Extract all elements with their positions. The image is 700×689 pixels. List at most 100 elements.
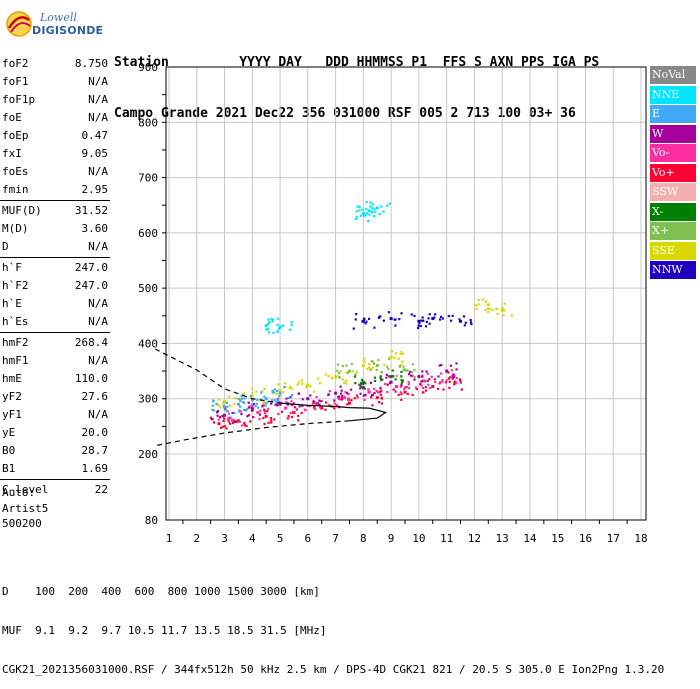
echo-point: [264, 397, 268, 401]
param-label: C-level: [2, 483, 49, 496]
echo-point: [269, 416, 273, 420]
echo-point: [270, 421, 273, 424]
echo-point: [340, 389, 343, 392]
echo-point: [345, 364, 348, 367]
echo-point: [415, 387, 418, 391]
param-label: fmin: [2, 183, 29, 196]
echo-point: [225, 427, 228, 430]
echo-point: [422, 386, 425, 390]
echo-point: [267, 331, 271, 334]
echo-point: [403, 387, 406, 390]
param-label: hmE: [2, 372, 22, 385]
echo-point: [455, 362, 458, 365]
echo-point: [361, 212, 365, 216]
echo-point: [289, 385, 292, 388]
echo-point: [405, 386, 409, 389]
echo-point: [264, 404, 267, 407]
echo-point: [420, 319, 423, 322]
echo-point: [252, 402, 256, 406]
param-label: foF1p: [2, 93, 36, 106]
echo-point: [380, 397, 383, 400]
echo-point: [293, 406, 297, 409]
footer-distance: D 100 200 400 600 800 1000 1500 3000 [km…: [2, 585, 320, 598]
legend-item-sse: SSE: [650, 241, 696, 260]
echo-point: [409, 370, 412, 373]
echo-point: [239, 397, 242, 401]
echo-point: [255, 390, 258, 393]
echo-point: [413, 368, 416, 372]
echo-point: [400, 382, 403, 385]
echo-point: [317, 377, 320, 380]
echo-points: [209, 201, 513, 430]
param-label: h`Es: [2, 315, 29, 328]
echo-point: [222, 404, 225, 407]
echo-point: [267, 407, 270, 410]
echo-point: [474, 304, 478, 307]
echo-point: [455, 368, 458, 371]
echo-point: [400, 384, 403, 387]
echo-point: [360, 382, 363, 385]
echo-point: [418, 321, 421, 324]
echo-point: [297, 419, 300, 422]
echo-point: [361, 386, 365, 390]
echo-point: [263, 412, 267, 415]
echo-point: [380, 205, 383, 208]
auto-artist: Artist5: [2, 501, 49, 515]
echo-point: [261, 404, 265, 407]
echo-point: [324, 408, 327, 411]
echo-point: [212, 421, 216, 424]
echo-point: [223, 413, 227, 417]
auto-version: 500200: [2, 517, 42, 530]
echo-point: [409, 374, 413, 377]
echo-point: [372, 360, 375, 364]
echo-point: [217, 404, 221, 407]
echo-point: [359, 384, 362, 387]
echo-point: [366, 367, 369, 371]
echo-point: [387, 367, 390, 371]
echo-point: [391, 369, 394, 372]
echo-point: [477, 299, 480, 302]
param-row-fof1: foF1 N/A: [2, 75, 108, 93]
legend-item-vo-: Vo-: [650, 144, 696, 162]
echo-point: [380, 371, 383, 374]
echo-point: [272, 391, 276, 394]
echo-point: [439, 381, 442, 384]
echo-point: [297, 381, 300, 384]
echo-point: [350, 399, 353, 402]
echo-point: [379, 386, 382, 389]
echo-point: [251, 387, 254, 390]
param-label: foF1: [2, 75, 29, 88]
echo-point: [395, 374, 399, 378]
param-value: 0.47: [81, 129, 109, 142]
echo-point: [285, 401, 288, 404]
param-value: 28.7: [81, 444, 109, 457]
echo-point: [433, 316, 436, 319]
echo-point: [411, 363, 414, 366]
echo-point: [368, 391, 371, 394]
echo-point: [429, 386, 432, 390]
echo-point: [388, 375, 391, 378]
echo-point: [263, 395, 266, 398]
echo-point: [338, 372, 341, 375]
x-tick-label: 4: [249, 532, 256, 545]
echo-point: [217, 418, 220, 421]
echo-point: [363, 394, 366, 397]
echo-point: [370, 360, 374, 363]
echo-point: [236, 402, 240, 406]
x-tick-label: 1: [166, 532, 173, 545]
echo-point: [345, 371, 348, 374]
echo-point: [431, 385, 435, 389]
param-row-fof1p: foF1p N/A: [2, 93, 108, 111]
echo-point: [475, 308, 478, 311]
echo-point: [337, 398, 341, 401]
param-label: hmF2: [2, 336, 29, 349]
param-value: 3.60: [81, 222, 109, 235]
echo-point: [380, 390, 383, 393]
echo-point: [488, 307, 491, 311]
echo-point: [251, 404, 254, 407]
echo-point: [240, 397, 244, 400]
param-value: N/A: [88, 408, 108, 421]
station-header: Station YYYY DAY DDD HHMMSS P1 FFS S AXN…: [114, 20, 599, 139]
echo-point: [375, 206, 379, 210]
param-separator: [0, 332, 110, 333]
